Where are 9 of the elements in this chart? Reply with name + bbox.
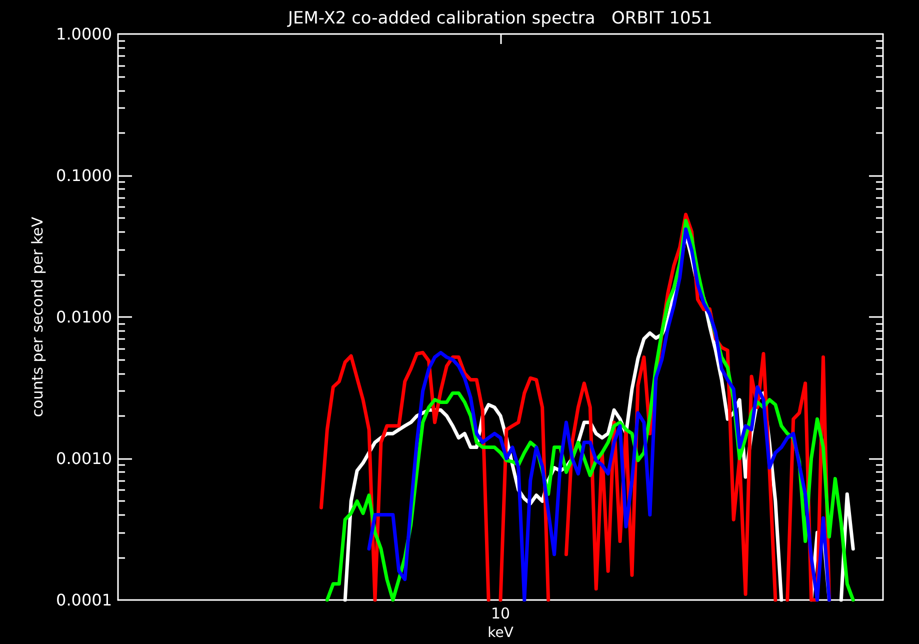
y-tick-label: 0.0100 — [56, 308, 112, 326]
y-axis-title: counts per second per keV — [28, 216, 47, 418]
y-tick-label: 0.0001 — [56, 590, 112, 610]
x-tick-label: 10 — [490, 604, 510, 622]
y-tick-label: 0.1000 — [56, 166, 112, 185]
y-tick-label: 1.0000 — [56, 24, 112, 44]
x-axis-title: keV — [488, 625, 514, 641]
chart-title: JEM-X2 co-added calibration spectra ORBIT 1051 — [287, 8, 712, 28]
y-tick-label: 0.0010 — [56, 449, 112, 468]
